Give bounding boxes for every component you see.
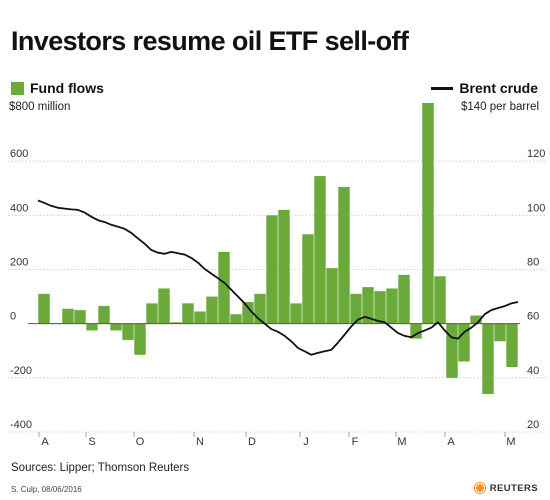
- left-tick-label: 200: [10, 257, 28, 269]
- fund-flow-bar: [230, 314, 242, 324]
- fund-flow-bar: [314, 176, 326, 324]
- fund-flow-bars: [38, 102, 518, 395]
- fund-flow-bar: [218, 251, 230, 324]
- left-tick-label: -200: [10, 365, 32, 377]
- right-tick-label: 120: [527, 148, 545, 160]
- right-tick-label: 20: [527, 419, 539, 431]
- fund-flow-bar: [398, 274, 410, 324]
- fund-flow-bar: [410, 323, 422, 339]
- fund-flow-bar: [470, 315, 482, 324]
- fund-flow-bar: [62, 308, 74, 324]
- reuters-logo: REUTERS: [473, 482, 538, 494]
- fund-flow-bar: [254, 293, 266, 324]
- source-note: Sources: Lipper; Thomson Reuters: [11, 462, 190, 474]
- left-tick-label: 400: [10, 202, 28, 214]
- fund-flow-bar: [422, 102, 434, 324]
- right-tick-label: 40: [527, 365, 539, 377]
- reuters-dots-icon: [473, 482, 486, 494]
- fund-flow-bar: [482, 323, 494, 395]
- reuters-logo-text: REUTERS: [489, 482, 538, 494]
- fund-flow-bar: [302, 234, 314, 324]
- byline: S. Culp, 08/06/2016: [11, 485, 82, 494]
- fund-flow-bar: [374, 291, 386, 324]
- x-tick-label: M: [506, 436, 515, 448]
- x-tick-label: D: [248, 436, 256, 448]
- fund-flow-bar: [146, 303, 158, 324]
- fund-flow-bar: [386, 288, 398, 324]
- fund-flow-bar: [350, 293, 362, 324]
- left-tick-label: -400: [10, 419, 32, 431]
- left-tick-label: 600: [10, 148, 28, 160]
- chart-title: Investors resume oil ETF sell-off: [11, 26, 409, 56]
- fund-flow-bar: [458, 323, 470, 362]
- right-tick-label: 80: [527, 257, 539, 269]
- fund-flow-bar: [506, 323, 518, 367]
- x-tick-label: M: [397, 436, 406, 448]
- fund-flow-bar: [158, 288, 170, 324]
- legend-line-swatch-icon: [431, 86, 454, 90]
- legend-brent-crude: Brent crude: [431, 80, 538, 96]
- fund-flow-bar: [122, 323, 134, 340]
- x-tick-label: A: [447, 436, 455, 448]
- fund-flow-bar: [170, 322, 182, 324]
- legend-fund-flows: Fund flows: [11, 80, 104, 96]
- fund-flow-bar: [194, 311, 206, 324]
- fund-flow-bar: [266, 215, 278, 324]
- fund-flow-bar: [74, 310, 86, 324]
- fund-flow-bar: [278, 209, 290, 324]
- fund-flow-bar: [362, 287, 374, 324]
- fund-flow-bar: [98, 306, 110, 324]
- fund-flow-bar: [38, 293, 50, 324]
- fund-flow-bar: [434, 276, 446, 324]
- right-tick-label: 60: [527, 311, 539, 323]
- left-axis-unit: $800 million: [9, 101, 71, 113]
- left-axis-ticks: -400 -200 0 200 400 600: [10, 148, 32, 431]
- fund-flow-bar: [494, 323, 506, 342]
- x-tick-label: J: [303, 436, 309, 448]
- fund-flow-bar: [242, 302, 254, 324]
- brent-crude-line: [37, 199, 519, 356]
- right-tick-label: 100: [527, 202, 545, 214]
- right-axis-unit: $140 per barrel: [461, 101, 539, 113]
- legend-bar-swatch-icon: [11, 81, 24, 95]
- left-tick-label: 0: [10, 311, 16, 323]
- legend-fund-flows-label: Fund flows: [30, 80, 104, 96]
- x-tick-label: O: [136, 436, 145, 448]
- fund-flow-bar: [110, 323, 122, 331]
- fund-flow-bar: [446, 323, 458, 378]
- x-tick-label: N: [196, 436, 204, 448]
- x-tick-label: A: [41, 436, 49, 448]
- right-axis-ticks: 20 40 60 80 100 120: [527, 148, 545, 431]
- fund-flow-bar: [86, 323, 98, 331]
- fund-flow-bar: [134, 323, 146, 355]
- x-tick-label: F: [352, 436, 359, 448]
- fund-flow-bar: [182, 303, 194, 324]
- legend-brent-crude-label: Brent crude: [459, 80, 538, 96]
- x-tick-label: S: [88, 436, 95, 448]
- fund-flow-bar: [338, 186, 350, 324]
- fund-flow-bar: [206, 296, 218, 324]
- fund-flow-bar: [290, 303, 302, 324]
- fund-flow-bar: [326, 268, 338, 324]
